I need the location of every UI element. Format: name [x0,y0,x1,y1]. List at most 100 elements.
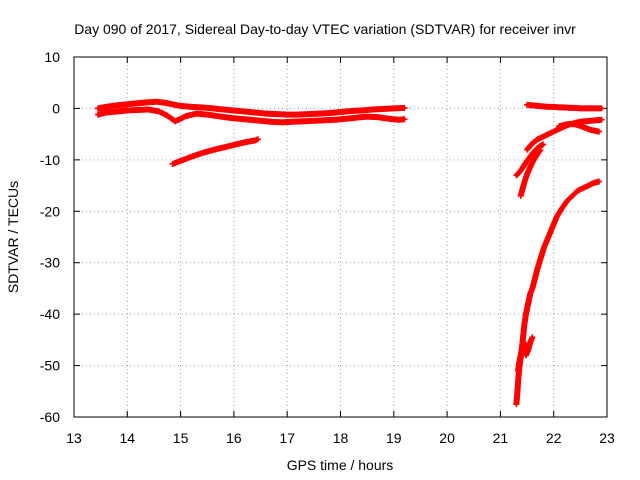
y-axis-label: SDTVAR / TECUs [5,181,21,293]
y-tick-label: -60 [40,409,60,425]
data-point [596,128,603,135]
data-point [241,139,248,146]
data-point [585,182,592,189]
data-point [564,198,571,204]
x-tick-label: 21 [493,430,509,446]
data-point [545,234,552,240]
data-point [566,104,573,111]
data-point [113,102,120,109]
data-point [561,104,568,111]
data-point [209,105,216,112]
data-point [518,347,525,354]
data-point [537,147,544,154]
data-point [182,113,189,120]
data-point [520,339,527,346]
data-point [516,357,523,364]
axis-ticks: 13 14 15 16 17 18 19 20 21 22 23 10 0 -10 -20 -30 -40 -50… [40,49,615,446]
data-point [310,117,317,124]
data-point [230,107,237,114]
data-point [188,153,195,160]
data-point [172,118,179,125]
data-series-arc-8 [556,120,603,135]
data-point [527,339,534,346]
data-point [549,223,556,230]
data-point [326,110,333,117]
data-point [577,105,584,112]
data-point [278,119,285,126]
data-point [294,111,301,118]
x-tick-label: 20 [439,430,455,446]
data-point [524,146,531,153]
data-point [577,122,584,129]
data-point [534,102,541,109]
data-point [582,124,589,131]
x-tick-label: 13 [66,430,82,446]
data-point [252,109,259,116]
data-point [332,116,339,123]
data-point [540,133,547,140]
data-point [289,118,296,125]
data-point [337,109,344,116]
data-point [582,118,589,125]
data-point [534,264,541,271]
data-point [524,171,531,178]
data-point [254,136,261,143]
data-point [262,110,269,117]
data-point [102,109,109,116]
data-point [593,117,600,124]
data-point [236,115,243,122]
data-point [358,107,365,114]
data-point [534,136,541,143]
data-point [225,114,232,121]
x-axis-label: GPS time / hours [287,457,394,473]
data-point [134,100,141,107]
x-tick-label: 14 [120,430,136,446]
data-point [348,108,355,114]
data-series [94,98,605,408]
data-point [590,180,597,186]
data-point [153,98,160,105]
data-series-arc-6 [517,147,544,199]
data-series-arc-1-upper [94,98,408,118]
data-point [527,290,534,297]
data-point [522,352,529,359]
data-point [540,141,547,148]
data-point [561,121,568,128]
data-point [596,178,603,185]
data-point [580,185,587,192]
data-point [582,105,589,112]
data-point [257,117,264,124]
data-point [188,103,195,110]
data-point [124,101,131,108]
data-point [321,117,328,124]
data-point [390,105,397,112]
data-point [353,114,360,121]
data-point [342,115,349,122]
data-point [268,118,275,125]
data-series-arc-9 [524,101,605,112]
data-marker-fill [513,178,601,406]
data-point [364,113,371,120]
data-point [529,334,536,341]
data-point [145,99,152,106]
data-point [514,367,521,374]
data-point [598,105,605,112]
data-point [113,108,120,115]
data-point [401,116,408,123]
data-point [524,157,531,164]
data-point [204,111,211,118]
data-point [305,111,312,118]
y-tick-label: -50 [40,358,60,374]
data-point [532,154,539,161]
data-point [588,105,595,112]
data-point [588,127,595,134]
data-point [526,154,533,161]
data-point [569,192,576,199]
x-tick-label: 23 [599,430,615,446]
data-point [514,388,521,395]
x-tick-label: 17 [279,430,295,446]
x-tick-label: 15 [173,430,189,446]
data-point [515,372,522,379]
data-point [94,111,101,118]
